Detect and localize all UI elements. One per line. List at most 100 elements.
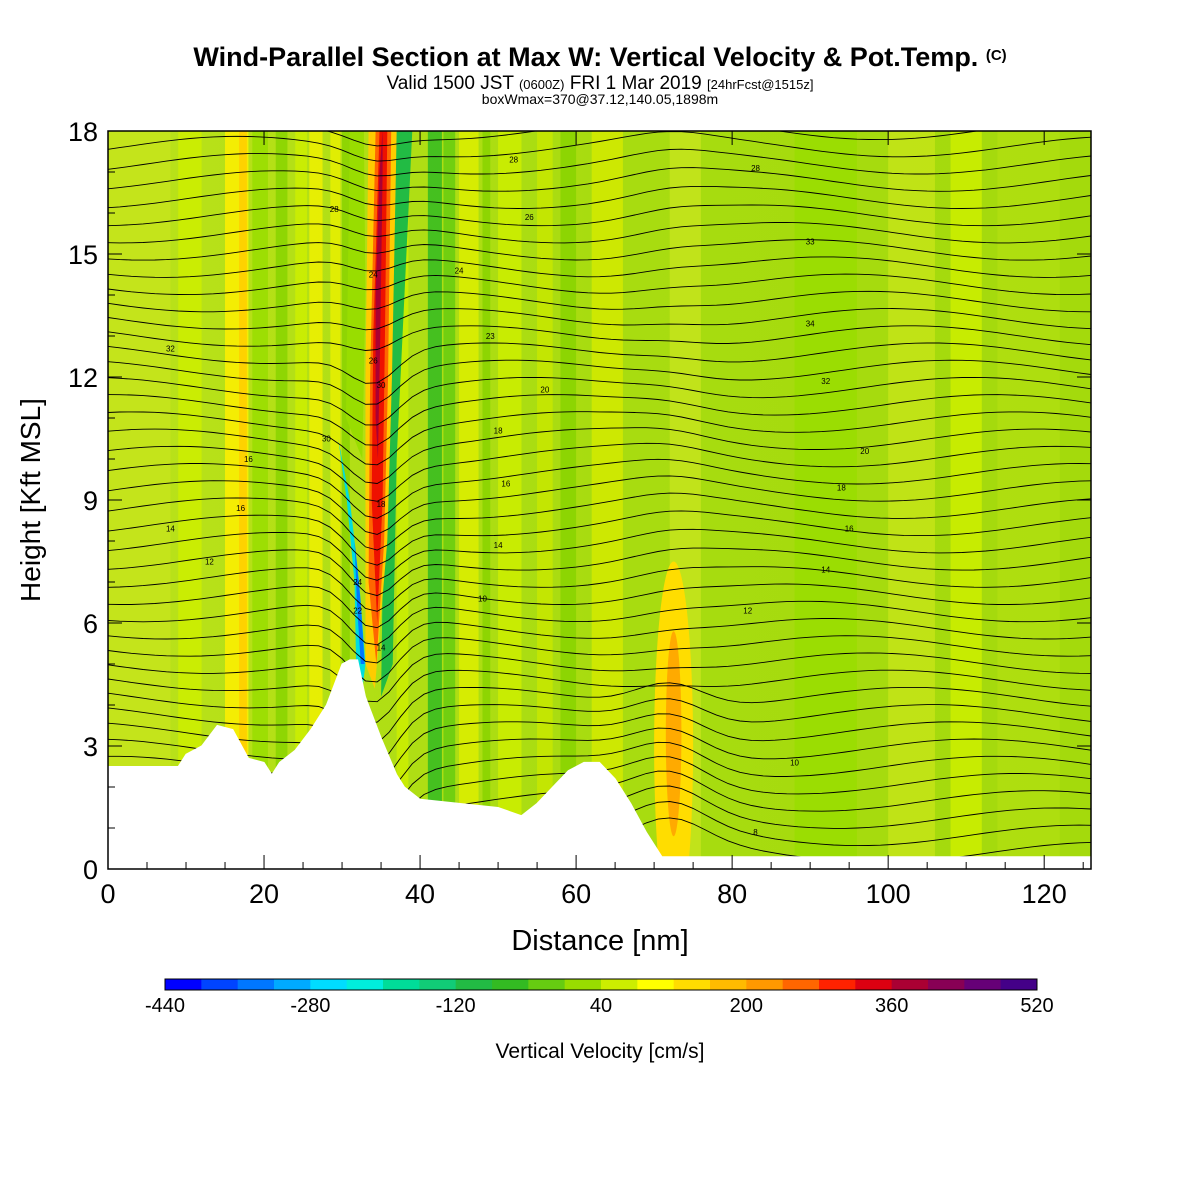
colorbar-swatch-16 — [746, 979, 784, 990]
colorbar-tick-label-6: 520 — [1020, 995, 1053, 1017]
contour-label-13: 14 — [377, 644, 386, 653]
colorbar-swatch-17 — [782, 979, 820, 990]
contour-label-12: 18 — [377, 500, 386, 509]
valid-utc: (0600Z) — [518, 77, 565, 92]
pot-temp-contour-17 — [108, 547, 1091, 597]
y-tick-label-6: 18 — [68, 117, 98, 147]
y-tick-label-2: 6 — [83, 609, 98, 639]
contour-label-11: 30 — [377, 381, 386, 390]
box-info-line: boxWmax=370@37.12,140.05,1898m — [481, 91, 719, 107]
y-tick-label-1: 3 — [83, 732, 98, 762]
y-tick-label-0: 0 — [83, 855, 98, 885]
colorbar-swatch-23 — [1000, 979, 1038, 990]
velocity-band-23 — [997, 131, 1060, 869]
pot-temp-contour-29 — [108, 342, 1091, 384]
colorbar-swatch-18 — [819, 979, 856, 990]
pot-temp-contour-6 — [108, 727, 1091, 807]
pot-temp-contour-21 — [108, 475, 1091, 535]
colorbar-tick-label-3: 40 — [590, 995, 612, 1017]
colorbar: -440 -280 -120 40 200 360 520 — [145, 978, 1054, 1017]
pot-temp-contour-41 — [108, 131, 1091, 162]
pot-temp-contour-42 — [325, 131, 980, 147]
copyright-mark: (C) — [985, 47, 1007, 64]
downdraft-band — [338, 438, 366, 697]
velocity-band-12 — [443, 131, 456, 869]
velocity-band-6 — [295, 131, 307, 869]
pot-temp-contour-26 — [108, 394, 1091, 446]
valid-prefix: Valid 1500 JST — [386, 73, 514, 94]
colorbar-swatch-22 — [964, 979, 1002, 990]
contour-label-8: 24 — [353, 578, 362, 587]
contour-label-1: 12 — [205, 558, 214, 567]
axes: 0 20 40 60 80 100 120 0 3 6 9 12 15 18 — [68, 117, 1091, 909]
contour-label-4: 30 — [322, 435, 331, 444]
pot-temp-contour-16 — [108, 566, 1091, 612]
updraft-flank-left — [345, 131, 366, 459]
contour-label-33: 8 — [753, 828, 758, 837]
pot-temp-contour-5 — [108, 741, 1091, 828]
forecast-info: [24hrFcst@1515z] — [707, 77, 814, 92]
chart-title: Wind-Parallel Section at Max W: Vertical… — [0, 42, 1200, 77]
contour-label-14: 24 — [455, 266, 464, 275]
pot-temp-contour-11 — [108, 652, 1091, 703]
contour-label-17: 26 — [525, 213, 534, 222]
colorbar-swatch-15 — [710, 979, 747, 990]
terrain-profile — [107, 659, 1092, 870]
colorbar-swatch-7 — [419, 979, 457, 990]
contour-label-10: 26 — [369, 357, 378, 366]
colorbar-swatch-11 — [564, 979, 602, 990]
colorbar-swatch-10 — [528, 979, 566, 990]
pot-temp-contour-15 — [108, 583, 1091, 629]
velocity-band-4 — [252, 131, 268, 869]
colorbar-label: Vertical Velocity [cm/s] — [496, 1040, 705, 1063]
contour-label-20: 16 — [501, 480, 510, 489]
pot-temp-contour-12 — [108, 635, 1091, 683]
pot-temp-contour-23 — [108, 442, 1091, 502]
x-tick-label-4: 80 — [717, 879, 747, 909]
pot-temp-contour-24 — [108, 427, 1091, 484]
x-tick-label-0: 0 — [100, 879, 115, 909]
contour-label-27: 20 — [860, 447, 869, 456]
pot-temp-contour-27 — [108, 376, 1091, 426]
contour-label-group: 14 12 16 16 30 28 32 22 24 24 26 30 18 14 24 23 28 26 20 18… — [166, 156, 870, 837]
colorbar-swatch-2 — [237, 979, 275, 990]
pot-temp-contour-20 — [108, 492, 1091, 551]
contour-label-31: 12 — [743, 607, 752, 616]
contour-label-26: 32 — [821, 377, 830, 386]
pot-temp-contour-35 — [108, 239, 1091, 261]
contour-label-29: 16 — [845, 525, 854, 534]
chart-title-text: Wind-Parallel Section at Max W: Vertical… — [193, 42, 979, 72]
colorbar-swatch-12 — [601, 979, 638, 990]
pot-temp-contour-37 — [108, 204, 1091, 227]
x-tick-label-6: 120 — [1022, 879, 1067, 909]
colorbar-swatch-20 — [891, 979, 929, 990]
x-tick-label-1: 20 — [249, 879, 279, 909]
terrain-layer — [107, 659, 1092, 870]
contour-label-2: 16 — [236, 504, 245, 513]
contour-label-7: 22 — [353, 607, 362, 616]
contour-label-15: 23 — [486, 332, 495, 341]
contour-label-0: 14 — [166, 525, 175, 534]
colorbar-swatch-8 — [455, 979, 493, 990]
contour-label-30: 14 — [821, 566, 830, 575]
contour-label-22: 10 — [478, 594, 487, 603]
pot-temp-contour-14 — [108, 600, 1091, 646]
pot-temp-contour-32 — [108, 290, 1091, 313]
pot-temp-contour-38 — [108, 185, 1091, 209]
colorbar-swatch-3 — [274, 979, 311, 990]
pot-temp-contour-31 — [108, 308, 1091, 331]
contour-label-19: 18 — [494, 426, 503, 435]
valid-date: FRI 1 Mar 2019 — [569, 73, 702, 94]
x-tick-label-2: 40 — [405, 879, 435, 909]
colorbar-tick-label-0: -440 — [145, 995, 185, 1017]
y-tick-label-5: 15 — [68, 240, 98, 270]
contour-label-6: 32 — [166, 344, 175, 353]
pot-temp-contour-39 — [108, 167, 1091, 192]
updraft-layer-2 — [371, 131, 388, 623]
velocity-band-17 — [560, 131, 577, 869]
colorbar-swatch-13 — [637, 979, 675, 990]
pot-temp-contour-28 — [108, 359, 1091, 405]
contour-label-9: 24 — [369, 271, 378, 280]
pot-temp-contour-8 — [108, 698, 1091, 765]
